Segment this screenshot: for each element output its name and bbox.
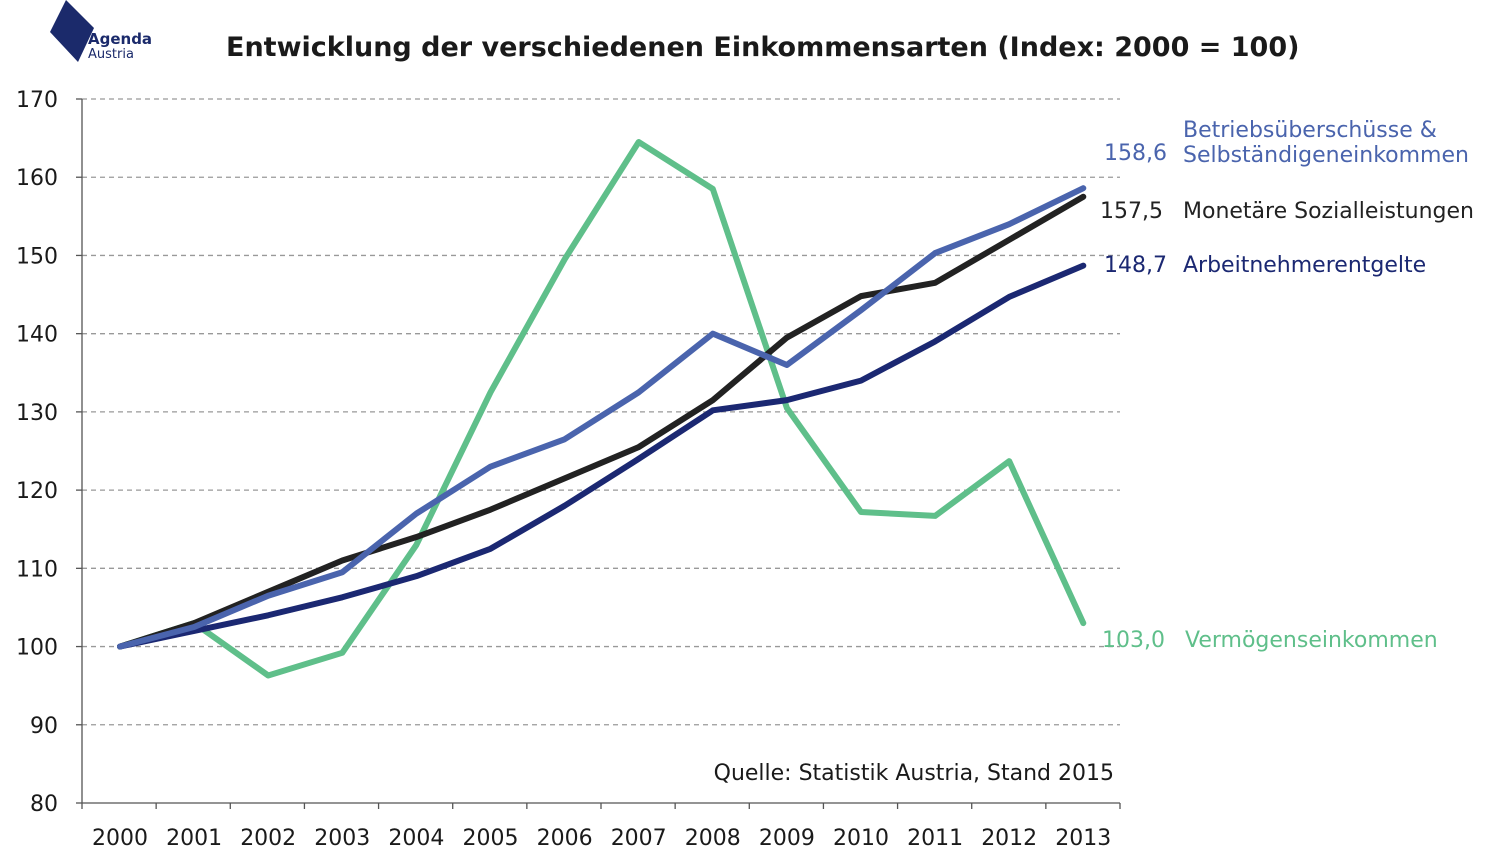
y-tick-label: 90 [30, 714, 58, 739]
y-axis-ticks: 80 90 100 110 120 130 140 150 160 170 [16, 88, 58, 817]
y-tick-label: 80 [30, 792, 58, 817]
x-tick-label: 2009 [759, 826, 815, 851]
y-tick-label: 160 [16, 166, 58, 191]
series-line-arbeit [117, 262, 1087, 650]
y-tick-label: 130 [16, 401, 58, 426]
series-name-monetaer: Monetäre Sozialleistungen [1183, 199, 1474, 224]
series-name-arbeit: Arbeitnehmerentgelte [1183, 253, 1426, 278]
agenda-austria-logo: Agenda Austria [44, 0, 164, 70]
series-name-betrieb: Betriebsüberschüsse & [1183, 118, 1437, 143]
x-tick-label: 2011 [907, 826, 963, 851]
x-tick-label: 2001 [166, 826, 222, 851]
y-tick-label: 100 [16, 636, 58, 661]
x-axis-ticks: 2000 2001 2002 2003 2004 2005 2006 2007 2008 2009… [92, 826, 1111, 851]
y-tick-label: 170 [16, 88, 58, 113]
x-tick-label: 2013 [1055, 826, 1111, 851]
y-tick-label: 150 [16, 244, 58, 269]
x-tick-label: 2002 [240, 826, 296, 851]
chart-title: Entwicklung der verschiedenen Einkommens… [226, 32, 1300, 63]
series-line-betrieb [117, 185, 1087, 650]
x-tick-label: 2010 [833, 826, 889, 851]
y-tick-label: 140 [16, 323, 58, 348]
end-value-arbeit: 148,7 [1104, 253, 1167, 278]
series-end-labels: 158,6 Betriebsüberschüsse &Selbständigene… [1100, 118, 1474, 653]
series-line-vermoegen [117, 139, 1087, 679]
x-tick-label: 2005 [463, 826, 519, 851]
x-tick-label: 2004 [388, 826, 444, 851]
end-value-monetaer: 157,5 [1100, 199, 1163, 224]
x-tick-label: 2012 [981, 826, 1037, 851]
logo-diamond-icon [50, 0, 94, 62]
series-lines [117, 139, 1087, 679]
logo-line-1: Agenda [88, 30, 153, 48]
x-tick-label: 2006 [537, 826, 593, 851]
x-tick-label: 2000 [92, 826, 148, 851]
x-tick-label: 2003 [314, 826, 370, 851]
logo-line-2: Austria [88, 47, 134, 62]
end-value-betrieb: 158,6 [1104, 141, 1167, 166]
source-note: Quelle: Statistik Austria, Stand 2015 [714, 761, 1114, 786]
y-tick-label: 110 [16, 557, 58, 582]
y-tick-label: 120 [16, 479, 58, 504]
series-line-monetaer [117, 193, 1087, 650]
gridlines [82, 98, 1120, 726]
x-tick-label: 2007 [611, 826, 667, 851]
axes [76, 98, 1121, 809]
x-tick-label: 2008 [685, 826, 741, 851]
series-name-vermoegen: Vermögenseinkommen [1185, 628, 1438, 653]
end-value-vermoegen: 103,0 [1102, 628, 1165, 653]
series-name-betrieb: Selbständigeneinkommen [1183, 143, 1469, 168]
